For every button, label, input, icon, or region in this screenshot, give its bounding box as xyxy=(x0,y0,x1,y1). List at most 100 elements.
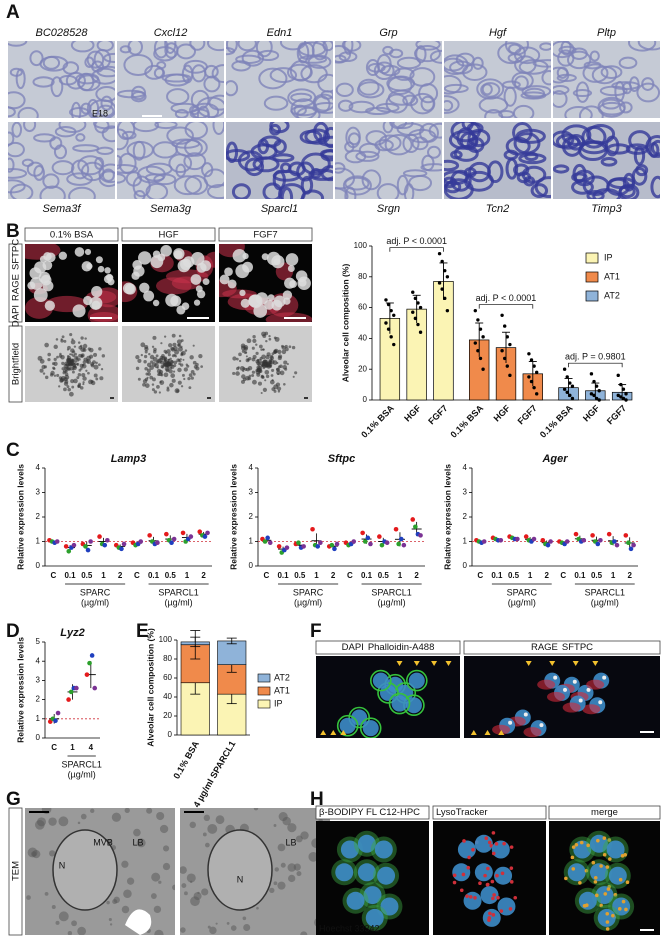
x-tick-label: HGF xyxy=(402,403,423,424)
sftpc-cell xyxy=(150,255,164,269)
organoid-cell xyxy=(149,354,155,360)
tissue xyxy=(619,101,633,114)
tissue xyxy=(53,144,68,160)
organoid-cell xyxy=(79,386,84,390)
tissue xyxy=(466,122,484,134)
tissue xyxy=(462,63,488,81)
micrograph xyxy=(335,41,442,118)
organelle xyxy=(207,823,218,834)
organoid-cell xyxy=(162,362,167,367)
organoid-cell xyxy=(278,354,283,359)
tissue xyxy=(173,175,202,196)
group-unit: (µg/ml) xyxy=(378,597,406,607)
x-tick-label: 2 xyxy=(201,571,206,580)
data-point xyxy=(437,281,442,285)
panel-label: F xyxy=(310,621,322,642)
organoid-cell xyxy=(177,380,182,385)
data-point xyxy=(606,531,612,537)
data-point xyxy=(515,536,520,542)
tissue xyxy=(308,168,333,181)
data-point xyxy=(612,539,617,544)
x-tick-label: HGF xyxy=(581,403,602,424)
organoid-cell xyxy=(81,372,86,378)
data-point xyxy=(334,541,340,547)
tissue xyxy=(166,88,190,106)
arrowhead xyxy=(413,661,420,666)
organoid-cell xyxy=(145,372,149,376)
sftpc-cell xyxy=(91,300,101,310)
tissue xyxy=(260,135,282,148)
sftpc-cell xyxy=(143,290,155,302)
tissue xyxy=(190,89,210,110)
tissue xyxy=(335,162,346,174)
organelle xyxy=(288,874,296,883)
organoid-cell xyxy=(265,374,270,379)
organelle xyxy=(180,866,187,874)
organoid-cell xyxy=(185,363,188,366)
tissue xyxy=(344,149,367,164)
data-point xyxy=(592,393,596,398)
tissue xyxy=(96,146,114,156)
x-tick-label: 0.1% BSA xyxy=(359,403,396,440)
organelle xyxy=(146,808,153,814)
data-point xyxy=(437,252,442,256)
condition-label: HGF xyxy=(158,230,178,241)
organoid-cell xyxy=(252,335,256,339)
label-box xyxy=(548,805,661,820)
data-point xyxy=(481,335,485,339)
organoid-cell xyxy=(273,389,277,393)
organoid-cell xyxy=(177,367,182,373)
nucleus xyxy=(346,891,365,910)
sftpc xyxy=(553,675,558,680)
organoid-cell xyxy=(166,360,170,364)
lysosome xyxy=(603,892,608,896)
sftpc-cell xyxy=(33,288,48,303)
nucleus xyxy=(494,866,513,885)
organoid-cell xyxy=(291,345,296,350)
tissue xyxy=(572,89,593,98)
data-point xyxy=(89,653,95,658)
gene-label: Srgn xyxy=(377,203,400,215)
lysosome xyxy=(617,907,622,911)
tissue xyxy=(361,169,382,191)
organelle xyxy=(51,905,56,909)
data-point xyxy=(508,373,512,378)
organoid-cell xyxy=(163,349,167,354)
tissue xyxy=(564,105,593,118)
data-point xyxy=(614,542,620,548)
legend-swatch xyxy=(257,686,271,696)
micrograph xyxy=(444,122,551,199)
tissue xyxy=(88,99,115,118)
data-point xyxy=(570,396,575,401)
micrograph xyxy=(464,656,660,738)
sftpc-cell xyxy=(81,261,92,272)
tissue xyxy=(70,159,90,180)
data-point xyxy=(296,540,301,546)
organoid-cell xyxy=(95,377,99,381)
tissue xyxy=(520,91,547,100)
organoid-cell xyxy=(169,382,174,388)
group-label: SPARCL1 xyxy=(158,587,198,597)
sftpc xyxy=(578,698,583,703)
organoid-cell xyxy=(284,347,289,352)
tissue xyxy=(589,50,600,62)
lysosome xyxy=(607,838,612,842)
data-point xyxy=(119,546,124,552)
arrowhead xyxy=(396,661,403,666)
tissue xyxy=(567,50,592,70)
data-point xyxy=(535,370,539,374)
tissue xyxy=(300,64,328,84)
nucleus xyxy=(608,866,627,885)
organoid-cell xyxy=(269,354,274,359)
data-point xyxy=(410,517,416,522)
organoid-cell xyxy=(178,334,182,338)
organoid-cell xyxy=(170,346,174,351)
tissue xyxy=(145,182,169,199)
data-point xyxy=(443,268,447,273)
lysosome xyxy=(495,873,499,878)
lysosome xyxy=(487,916,492,920)
tissue xyxy=(581,125,607,149)
lysosome xyxy=(509,845,514,849)
sftpc-cell xyxy=(95,256,103,264)
tissue xyxy=(426,145,441,159)
